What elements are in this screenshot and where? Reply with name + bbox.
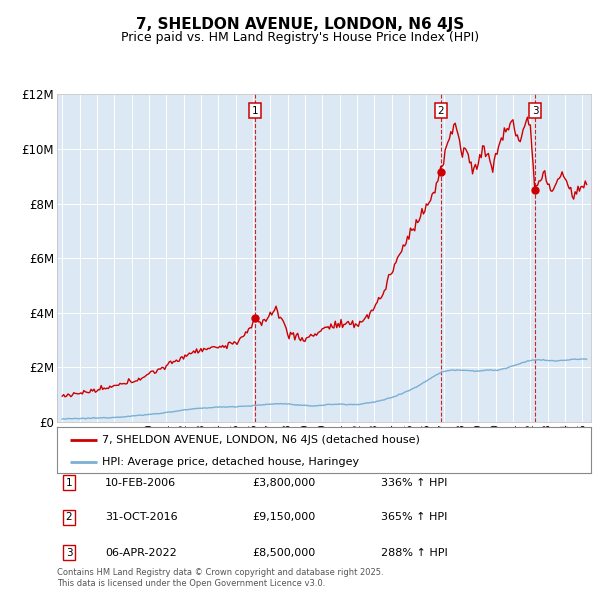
Text: 2: 2 — [65, 513, 73, 522]
Text: 2: 2 — [437, 106, 444, 116]
Text: 336% ↑ HPI: 336% ↑ HPI — [381, 478, 448, 487]
Text: 7, SHELDON AVENUE, LONDON, N6 4JS (detached house): 7, SHELDON AVENUE, LONDON, N6 4JS (detac… — [103, 435, 420, 445]
Text: £9,150,000: £9,150,000 — [252, 513, 315, 522]
Text: £3,800,000: £3,800,000 — [252, 478, 315, 487]
Text: 10-FEB-2006: 10-FEB-2006 — [105, 478, 176, 487]
Text: 3: 3 — [65, 548, 73, 558]
Text: 288% ↑ HPI: 288% ↑ HPI — [381, 548, 448, 558]
Text: 31-OCT-2016: 31-OCT-2016 — [105, 513, 178, 522]
Text: 1: 1 — [65, 478, 73, 487]
Text: £8,500,000: £8,500,000 — [252, 548, 315, 558]
Text: 1: 1 — [251, 106, 258, 116]
Text: 06-APR-2022: 06-APR-2022 — [105, 548, 177, 558]
Text: 3: 3 — [532, 106, 538, 116]
Text: Price paid vs. HM Land Registry's House Price Index (HPI): Price paid vs. HM Land Registry's House … — [121, 31, 479, 44]
Text: 7, SHELDON AVENUE, LONDON, N6 4JS: 7, SHELDON AVENUE, LONDON, N6 4JS — [136, 17, 464, 31]
Text: 365% ↑ HPI: 365% ↑ HPI — [381, 513, 448, 522]
Text: HPI: Average price, detached house, Haringey: HPI: Average price, detached house, Hari… — [103, 457, 359, 467]
Text: Contains HM Land Registry data © Crown copyright and database right 2025.
This d: Contains HM Land Registry data © Crown c… — [57, 568, 383, 588]
